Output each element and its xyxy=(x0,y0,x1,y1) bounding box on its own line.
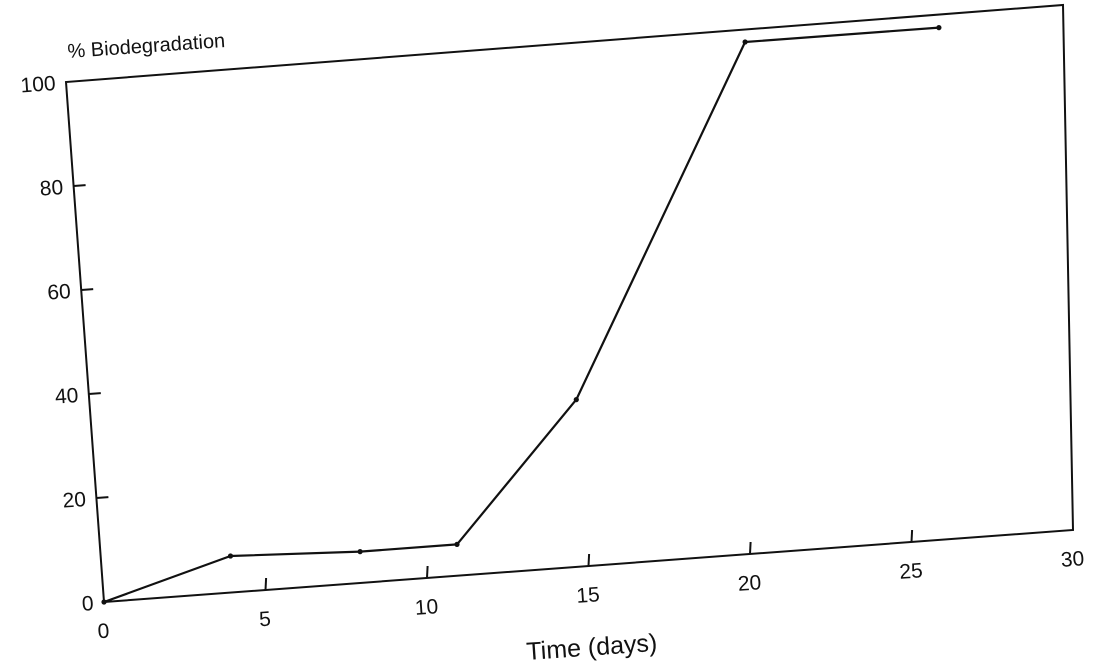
y-tick xyxy=(88,392,101,395)
x-axis-label: Time (days) xyxy=(525,629,658,666)
data-point xyxy=(454,541,460,548)
data-point xyxy=(742,39,748,45)
y-tick xyxy=(73,184,86,187)
x-tick xyxy=(587,553,591,567)
tick-labels: 0 5 10 15 20 25 30 0 20 40 60 80 100 xyxy=(20,72,1085,643)
data-point xyxy=(357,549,363,555)
y-tick-label: 100 xyxy=(20,72,57,97)
x-tick-label: 25 xyxy=(899,559,924,584)
x-tick-label: 5 xyxy=(258,608,271,632)
y-tick-label: 60 xyxy=(47,280,72,305)
x-tick xyxy=(264,577,268,591)
data-point xyxy=(573,397,579,403)
series-layer xyxy=(101,25,942,605)
series-line xyxy=(103,26,939,604)
x-tick xyxy=(749,541,752,555)
plot-frame xyxy=(64,3,1075,604)
y-tick xyxy=(96,496,109,499)
x-tick-label: 10 xyxy=(414,595,439,620)
ticks xyxy=(73,184,914,591)
y-tick-label: 20 xyxy=(62,488,87,513)
x-tick xyxy=(426,565,429,579)
x-tick-label: 15 xyxy=(576,583,601,608)
x-tick xyxy=(910,529,914,543)
data-point xyxy=(936,25,942,31)
y-tick-label: 80 xyxy=(39,176,64,201)
y-tick-label: 0 xyxy=(81,592,94,616)
y-axis-label: % Biodegradation xyxy=(67,30,226,63)
x-tick-label: 0 xyxy=(97,620,110,644)
x-tick-label: 30 xyxy=(1060,547,1085,572)
data-point xyxy=(227,553,234,559)
y-tick-label: 40 xyxy=(54,384,79,409)
x-tick-label: 20 xyxy=(737,571,762,596)
y-tick xyxy=(81,288,94,291)
data-point xyxy=(101,599,107,605)
